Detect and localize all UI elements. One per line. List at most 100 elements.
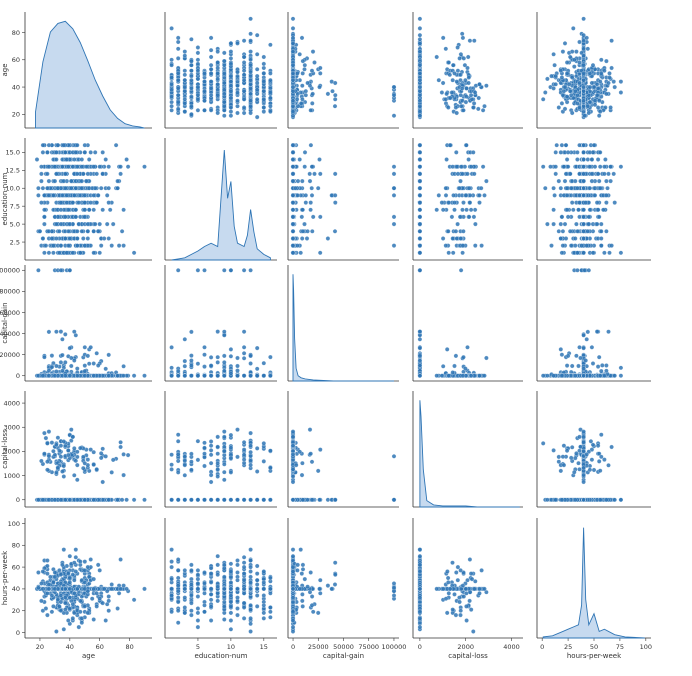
scatter-point-age-vs-hours-per-week [89,557,93,561]
scatter-point-education-num-vs-capital-loss [229,433,233,437]
scatter-point-age-vs-education-num [92,251,96,255]
scatter-point-age-vs-hours-per-week [59,600,63,604]
scatter-point-education-num-vs-age [235,41,239,45]
scatter-point-age-vs-hours-per-week [45,572,49,576]
scatter-point-age-vs-education-num [72,193,76,197]
scatter-point-age-vs-education-num [75,229,79,233]
scatter-point-age-vs-education-num [41,150,45,154]
scatter-point-education-num-vs-age [183,110,187,114]
scatter-point-age-vs-hours-per-week [98,597,102,601]
scatter-point-age-vs-education-num [59,208,63,212]
scatter-point-age-vs-capital-loss [69,428,73,432]
y-tick-label-hours-per-week: 100 [8,520,20,528]
scatter-point-age-vs-education-num [105,222,109,226]
scatter-point-age-vs-education-num [92,165,96,169]
scatter-point-education-num-vs-hours-per-week [235,563,239,567]
scatter-point-age-vs-capital-gain [83,369,87,373]
scatter-point-age-vs-education-num [77,222,81,226]
scatter-point-age-vs-education-num [63,236,67,240]
scatter-point-age-vs-education-num [42,222,46,226]
scatter-point-education-num-vs-hours-per-week [229,627,233,631]
scatter-point-age-vs-hours-per-week [95,591,99,595]
scatter-point-age-vs-education-num [74,215,78,219]
scatter-point-age-vs-education-num [47,229,51,233]
scatter-point-education-num-vs-age [202,80,206,84]
scatter-point-education-num-vs-age [209,67,213,71]
scatter-point-education-num-vs-age [176,47,180,51]
scatter-point-age-vs-education-num [41,236,45,240]
scatter-point-age-vs-hours-per-week [142,587,146,591]
scatter-point-age-vs-education-num [63,215,67,219]
scatter-point-age-vs-education-num [71,165,75,169]
scatter-point-age-vs-hours-per-week [63,601,67,605]
scatter-point-age-vs-education-num [77,201,81,205]
scatter-point-age-vs-capital-loss [60,469,64,473]
scatter-point-education-num-vs-capital-loss [216,467,220,471]
scatter-point-education-num-vs-age [262,89,266,93]
scatter-point-education-num-vs-age [262,66,266,70]
scatter-point-age-vs-capital-loss [41,498,45,502]
scatter-point-education-num-vs-capital-loss [216,435,220,439]
scatter-point-education-num-vs-hours-per-week [229,611,233,615]
scatter-point-education-num-vs-capital-gain [222,268,226,272]
scatter-point-education-num-vs-age [183,50,187,54]
scatter-point-age-vs-hours-per-week [63,596,67,600]
scatter-point-age-vs-education-num [84,179,88,183]
y-tick-label-age: 40 [12,83,20,91]
scatter-point-education-num-vs-hours-per-week [268,605,272,609]
scatter-point-age-vs-education-num [71,201,75,205]
scatter-point-age-vs-capital-gain [92,361,96,365]
scatter-point-education-num-vs-age [183,78,187,82]
scatter-point-age-vs-hours-per-week [45,558,49,562]
scatter-point-age-vs-education-num [89,150,93,154]
scatter-point-education-num-vs-age [216,50,220,54]
scatter-point-age-vs-hours-per-week [48,575,52,579]
scatter-point-education-num-vs-age [170,95,174,99]
scatter-point-age-vs-education-num [54,150,58,154]
scatter-point-age-vs-hours-per-week [74,555,78,559]
scatter-point-education-num-vs-age [255,115,259,119]
scatter-point-age-vs-education-num [65,201,69,205]
scatter-point-age-vs-capital-loss [75,478,79,482]
scatter-point-age-vs-education-num [50,236,54,240]
scatter-point-education-num-vs-capital-gain [262,361,266,365]
scatter-point-education-num-vs-age [249,63,253,67]
scatter-point-education-num-vs-capital-loss [189,452,193,456]
scatter-point-education-num-vs-age [189,69,193,73]
scatter-point-education-num-vs-capital-loss [229,498,233,502]
scatter-point-education-num-vs-age [202,71,206,75]
scatter-point-age-vs-capital-gain [122,374,126,378]
scatter-point-age-vs-education-num [75,172,79,176]
scatter-point-education-num-vs-capital-gain [189,374,193,378]
scatter-point-age-vs-education-num [63,172,67,176]
scatter-point-age-vs-capital-gain [47,369,51,373]
scatter-point-age-vs-capital-loss [99,456,103,460]
scatter-point-education-num-vs-age [235,74,239,78]
x-tick-label-capital-loss: 2000 [457,643,474,651]
scatter-point-age-vs-capital-loss [72,446,76,450]
scatter-point-age-vs-education-num [116,179,120,183]
scatter-point-age-vs-capital-loss [92,463,96,467]
y-tick-label-age: 60 [12,56,20,64]
scatter-point-age-vs-capital-loss [107,498,111,502]
x-tick-label-capital-loss: 0 [418,643,422,651]
scatter-point-education-num-vs-age [255,67,259,71]
scatter-point-education-num-vs-hours-per-week [235,558,239,562]
scatter-point-age-vs-capital-gain [68,346,72,350]
scatter-point-age-vs-education-num [93,150,97,154]
scatter-point-education-num-vs-age [229,114,233,118]
scatter-point-education-num-vs-capital-loss [202,455,206,459]
scatter-point-age-vs-education-num [75,244,79,248]
scatter-point-education-num-vs-capital-gain [216,355,220,359]
scatter-point-age-vs-education-num [45,186,49,190]
y-axis-label-capital-loss: capital-loss [1,429,9,469]
scatter-point-age-vs-hours-per-week [125,587,129,591]
scatter-point-age-vs-capital-loss [56,466,60,470]
scatter-point-education-num-vs-age [268,43,272,47]
y-tick-label-hours-per-week: 80 [12,542,20,550]
scatter-point-education-num-vs-capital-loss [235,455,239,459]
scatter-point-age-vs-education-num [107,201,111,205]
scatter-point-age-vs-capital-loss [39,459,43,463]
scatter-point-education-num-vs-age [209,36,213,40]
scatter-point-education-num-vs-age [183,69,187,73]
